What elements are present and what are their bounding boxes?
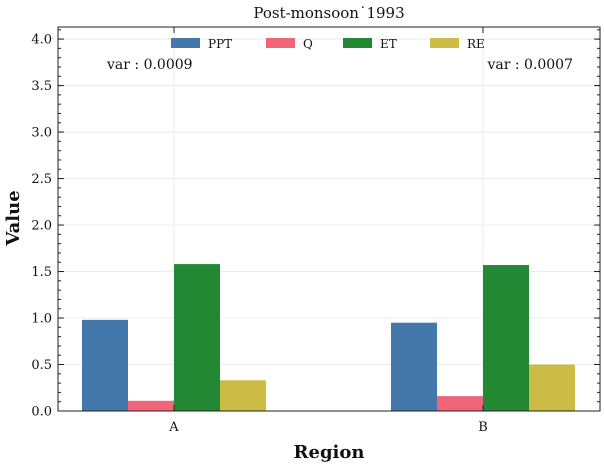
- y-tick-label: 2.5: [31, 172, 52, 187]
- x-tick-label: B: [478, 420, 488, 435]
- bar-et-a: [174, 264, 220, 411]
- y-axis: 0.0 0.5 1.0 1.5 2.0 2.5 3.0 3.5 4.0: [31, 29, 600, 420]
- plot-frame: [57, 26, 601, 412]
- bar-ppt-b: [391, 322, 437, 411]
- legend-label-re: RE: [467, 37, 485, 51]
- bars: [82, 264, 575, 411]
- y-axis-title: Value: [3, 190, 24, 246]
- x-axis-title: Region: [294, 442, 365, 463]
- legend-swatch-et: [343, 38, 372, 48]
- annotation-b: var : 0.0007: [486, 57, 573, 73]
- bar-re-a: [220, 380, 266, 411]
- legend: PPT Q ET RE: [171, 37, 485, 51]
- bar-q-a: [128, 400, 174, 411]
- bar-re-b: [529, 364, 575, 411]
- y-tick-label: 4.0: [31, 33, 52, 48]
- bar-ppt-a: [82, 319, 128, 411]
- y-tick-label: 0.0: [31, 405, 52, 420]
- y-tick-label: 1.0: [31, 312, 52, 327]
- annotation-a: var : 0.0009: [106, 57, 193, 73]
- legend-label-q: Q: [303, 37, 313, 51]
- legend-label-et: ET: [380, 37, 397, 51]
- chart-title: Post-monsoon˙1993: [253, 4, 404, 22]
- bar-et-b: [483, 265, 529, 411]
- legend-swatch-ppt: [171, 38, 200, 48]
- y-tick-label: 3.0: [31, 126, 52, 141]
- bar-q-b: [437, 396, 483, 411]
- legend-label-ppt: PPT: [208, 37, 232, 51]
- y-tick-label: 1.5: [31, 265, 52, 280]
- y-tick-label: 3.5: [31, 79, 52, 94]
- legend-swatch-q: [266, 38, 295, 48]
- y-tick-label: 2.0: [31, 219, 52, 234]
- y-tick-label: 0.5: [31, 358, 52, 373]
- x-tick-label: A: [168, 420, 179, 435]
- legend-swatch-re: [430, 38, 459, 48]
